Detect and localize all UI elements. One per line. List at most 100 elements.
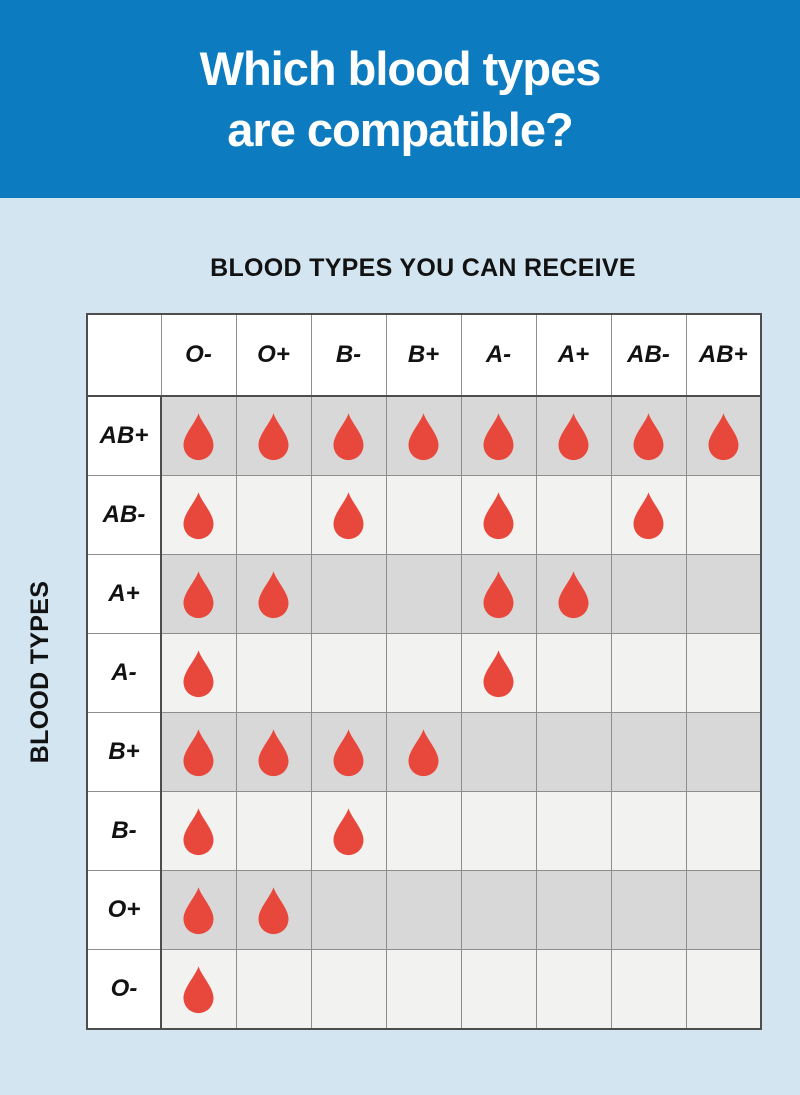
cell-AB+-receives-B- — [310, 395, 387, 476]
cell-A+-receives-A- — [460, 554, 537, 634]
cell-AB+-receives-AB- — [610, 395, 687, 476]
cell-O--receives-A- — [460, 949, 537, 1030]
header-banner: Which blood types are compatible? — [0, 0, 800, 198]
col-header-A-: A- — [460, 313, 537, 397]
row-axis-title: BLOOD TYPES — [26, 580, 54, 763]
blood-drop-icon — [183, 412, 214, 460]
cell-AB--receives-O+ — [235, 475, 312, 555]
cell-AB--receives-O- — [160, 475, 237, 555]
cell-O+-receives-A+ — [535, 870, 612, 950]
blood-drop-icon — [408, 728, 439, 776]
col-header-B+: B+ — [385, 313, 462, 397]
col-header-AB-: AB- — [610, 313, 687, 397]
cell-AB+-receives-O+ — [235, 395, 312, 476]
blood-drop-icon — [333, 807, 364, 855]
cell-O+-receives-O+ — [235, 870, 312, 950]
column-header-row: O- O+ B- B+ A- A+ AB- AB+ — [86, 313, 762, 397]
cell-O+-receives-O- — [160, 870, 237, 950]
blood-drop-icon — [183, 965, 214, 1013]
cell-O--receives-AB- — [610, 949, 687, 1030]
content-area: BLOOD TYPES YOU CAN RECEIVE BLOOD TYPES … — [0, 254, 800, 1030]
cell-A+-receives-AB+ — [685, 554, 762, 634]
cell-AB+-receives-B+ — [385, 395, 462, 476]
blood-drop-icon — [183, 728, 214, 776]
col-header-A+: A+ — [535, 313, 612, 397]
cell-A+-receives-B+ — [385, 554, 462, 634]
blood-drop-icon — [258, 886, 289, 934]
blood-drop-icon — [258, 728, 289, 776]
page-title: Which blood types are compatible? — [199, 38, 602, 160]
table-area: BLOOD TYPES O- O+ B- B+ A- A+ AB- AB+ AB+ — [26, 313, 762, 1030]
row-header-B-: B- — [86, 791, 162, 871]
blood-drop-icon — [183, 807, 214, 855]
cell-B--receives-O+ — [235, 791, 312, 871]
page-title-line-1: Which blood types — [199, 42, 602, 95]
table-row-A-: A- — [86, 633, 762, 713]
cell-B--receives-AB+ — [685, 791, 762, 871]
cell-O+-receives-AB- — [610, 870, 687, 950]
table-row-AB-: AB- — [86, 475, 762, 555]
cell-O+-receives-A- — [460, 870, 537, 950]
blood-drop-icon — [633, 491, 664, 539]
cell-A+-receives-B- — [310, 554, 387, 634]
page-title-line-2: are compatible? — [227, 103, 573, 156]
row-header-A+: A+ — [86, 554, 162, 634]
blood-drop-icon — [483, 412, 514, 460]
cell-B+-receives-AB+ — [685, 712, 762, 792]
cell-B--receives-A+ — [535, 791, 612, 871]
blood-drop-icon — [483, 570, 514, 618]
compatibility-table: O- O+ B- B+ A- A+ AB- AB+ AB+ AB- A+ — [86, 313, 762, 1030]
cell-AB--receives-AB- — [610, 475, 687, 555]
cell-O+-receives-B- — [310, 870, 387, 950]
blood-drop-icon — [258, 570, 289, 618]
cell-A--receives-A+ — [535, 633, 612, 713]
column-axis-title: BLOOD TYPES YOU CAN RECEIVE — [210, 254, 636, 282]
col-header-O+: O+ — [235, 313, 312, 397]
col-header-O-: O- — [160, 313, 237, 397]
table-row-AB+: AB+ — [86, 395, 762, 476]
cell-B--receives-B+ — [385, 791, 462, 871]
blood-drop-icon — [183, 491, 214, 539]
cell-O--receives-B+ — [385, 949, 462, 1030]
col-header-AB+: AB+ — [685, 313, 762, 397]
blood-drop-icon — [633, 412, 664, 460]
cell-A--receives-A- — [460, 633, 537, 713]
blood-drop-icon — [408, 412, 439, 460]
cell-O--receives-O+ — [235, 949, 312, 1030]
blood-drop-icon — [333, 491, 364, 539]
corner-cell — [86, 313, 162, 397]
blood-drop-icon — [258, 412, 289, 460]
cell-AB+-receives-A+ — [535, 395, 612, 476]
cell-A--receives-O- — [160, 633, 237, 713]
cell-O--receives-B- — [310, 949, 387, 1030]
table-row-B-: B- — [86, 791, 762, 871]
cell-AB+-receives-AB+ — [685, 395, 762, 476]
cell-AB--receives-AB+ — [685, 475, 762, 555]
table-row-O-: O- — [86, 949, 762, 1030]
cell-B+-receives-A+ — [535, 712, 612, 792]
cell-A--receives-B+ — [385, 633, 462, 713]
cell-AB+-receives-O- — [160, 395, 237, 476]
cell-AB--receives-B- — [310, 475, 387, 555]
row-header-AB-: AB- — [86, 475, 162, 555]
table-row-A+: A+ — [86, 554, 762, 634]
cell-AB--receives-B+ — [385, 475, 462, 555]
blood-drop-icon — [483, 649, 514, 697]
cell-AB--receives-A- — [460, 475, 537, 555]
blood-drop-icon — [558, 412, 589, 460]
cell-B+-receives-AB- — [610, 712, 687, 792]
row-header-O-: O- — [86, 949, 162, 1030]
cell-A+-receives-A+ — [535, 554, 612, 634]
table-row-O+: O+ — [86, 870, 762, 950]
blood-drop-icon — [333, 728, 364, 776]
blood-drop-icon — [708, 412, 739, 460]
cell-A--receives-AB- — [610, 633, 687, 713]
blood-drop-icon — [333, 412, 364, 460]
cell-O+-receives-AB+ — [685, 870, 762, 950]
cell-B+-receives-O- — [160, 712, 237, 792]
cell-B--receives-O- — [160, 791, 237, 871]
table-row-B+: B+ — [86, 712, 762, 792]
cell-A+-receives-O+ — [235, 554, 312, 634]
cell-B--receives-B- — [310, 791, 387, 871]
